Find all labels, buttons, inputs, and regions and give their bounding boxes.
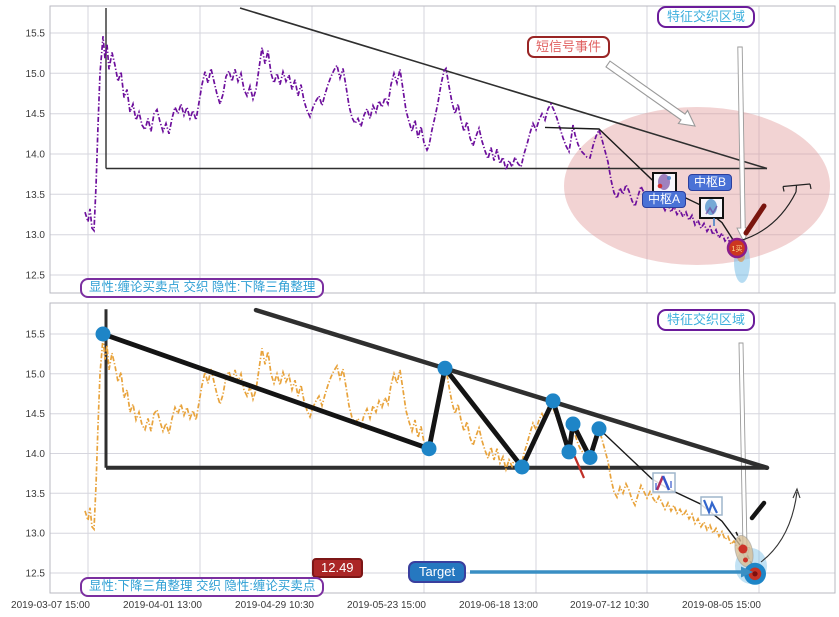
svg-text:15.0: 15.0 <box>26 369 46 380</box>
bottom-panel-grid <box>49 302 836 594</box>
y-axis-labels: 15.5 15.5 15.0 15.0 14.5 14.5 14.0 14.0 13.5 13.5… <box>26 29 46 580</box>
svg-text:14.5: 14.5 <box>26 109 46 120</box>
chan-zigzag <box>100 331 602 470</box>
price-series-bottom <box>84 337 741 552</box>
svg-text:14.5: 14.5 <box>26 409 46 420</box>
cluster-red-dot <box>743 557 748 563</box>
mini-chart-box-a <box>652 172 677 194</box>
pivot-dot <box>591 421 607 437</box>
pivot-dot <box>582 450 598 465</box>
svg-text:13.0: 13.0 <box>26 529 46 540</box>
pivot-dot <box>514 459 530 475</box>
red-segment <box>572 454 586 479</box>
top-panel-spine <box>49 5 836 294</box>
svg-text:2019-07-12 10:30: 2019-07-12 10:30 <box>570 600 649 611</box>
svg-text:12.5: 12.5 <box>26 271 46 282</box>
target-label: Target <box>408 561 467 584</box>
svg-text:2019-03-07 15:00: 2019-03-07 15:00 <box>11 600 90 611</box>
bottom-panel-spine <box>49 302 836 594</box>
descending-triangle-bottom <box>104 307 770 471</box>
pivot-dot <box>437 360 453 376</box>
feature-zone-label-bottom: 特征交织区域 <box>657 309 756 332</box>
pivot-dot <box>95 326 111 342</box>
pen-stroke-top <box>743 203 767 236</box>
buy-sell-marker-box-2 <box>700 496 723 516</box>
final-target-dot-core <box>752 571 758 577</box>
feature-zone-arrow-bottom-icon <box>738 342 751 562</box>
pivot-b-label: 中枢B <box>688 174 733 191</box>
svg-text:15.0: 15.0 <box>26 69 46 80</box>
svg-text:12.5: 12.5 <box>26 569 46 580</box>
svg-text:15.5: 15.5 <box>26 29 46 40</box>
pivot-dot <box>561 444 577 460</box>
buy-point-marker <box>726 237 748 259</box>
svg-text:13.0: 13.0 <box>26 230 46 241</box>
segment-line-bottom <box>598 428 741 546</box>
pivot-a-label: 中枢A <box>642 191 687 208</box>
svg-text:2019-04-01 13:00: 2019-04-01 13:00 <box>123 600 202 611</box>
caption-top-panel: 显性:缠论买卖点 交织 隐性:下降三角整理 <box>80 278 325 298</box>
svg-text:15.5: 15.5 <box>26 330 46 341</box>
caption-bottom-panel: 显性:下降三角整理 交织 隐性:缠论买卖点 <box>80 577 325 597</box>
short-signal-arrow-icon <box>605 60 696 127</box>
pen-stroke-bottom <box>749 500 767 521</box>
svg-text:2019-06-18 13:00: 2019-06-18 13:00 <box>459 600 538 611</box>
projection-curve-arrow <box>760 487 801 563</box>
svg-text:14.0: 14.0 <box>26 150 46 161</box>
svg-text:13.5: 13.5 <box>26 190 46 201</box>
svg-text:2019-08-05 15:00: 2019-08-05 15:00 <box>682 600 761 611</box>
feature-zone-label-top: 特征交织区域 <box>657 6 756 29</box>
target-arrow-head <box>741 566 753 578</box>
cluster-red-blob <box>738 544 748 554</box>
buy-point-marker-text: 1买 <box>732 245 743 253</box>
pivot-dot <box>545 393 561 409</box>
descending-triangle-top <box>105 7 768 170</box>
price-series-top <box>84 36 741 253</box>
x-axis-labels: 2019-03-07 15:00 2019-04-01 13:00 2019-04-… <box>11 600 761 611</box>
pivot-dot <box>565 416 581 432</box>
short-signal-label: 短信号事件 <box>527 36 611 59</box>
svg-text:13.5: 13.5 <box>26 489 46 500</box>
mini-chart-box-b <box>699 197 724 226</box>
target-price-label: 12.49 <box>312 558 363 579</box>
svg-text:2019-05-23 15:00: 2019-05-23 15:00 <box>347 600 426 611</box>
svg-text:14.0: 14.0 <box>26 449 46 460</box>
svg-text:2019-04-29 10:30: 2019-04-29 10:30 <box>235 600 314 611</box>
buy-sell-marker-box-1 <box>652 472 676 493</box>
pivot-dot <box>421 441 437 457</box>
arc-t-arrow <box>738 183 812 242</box>
